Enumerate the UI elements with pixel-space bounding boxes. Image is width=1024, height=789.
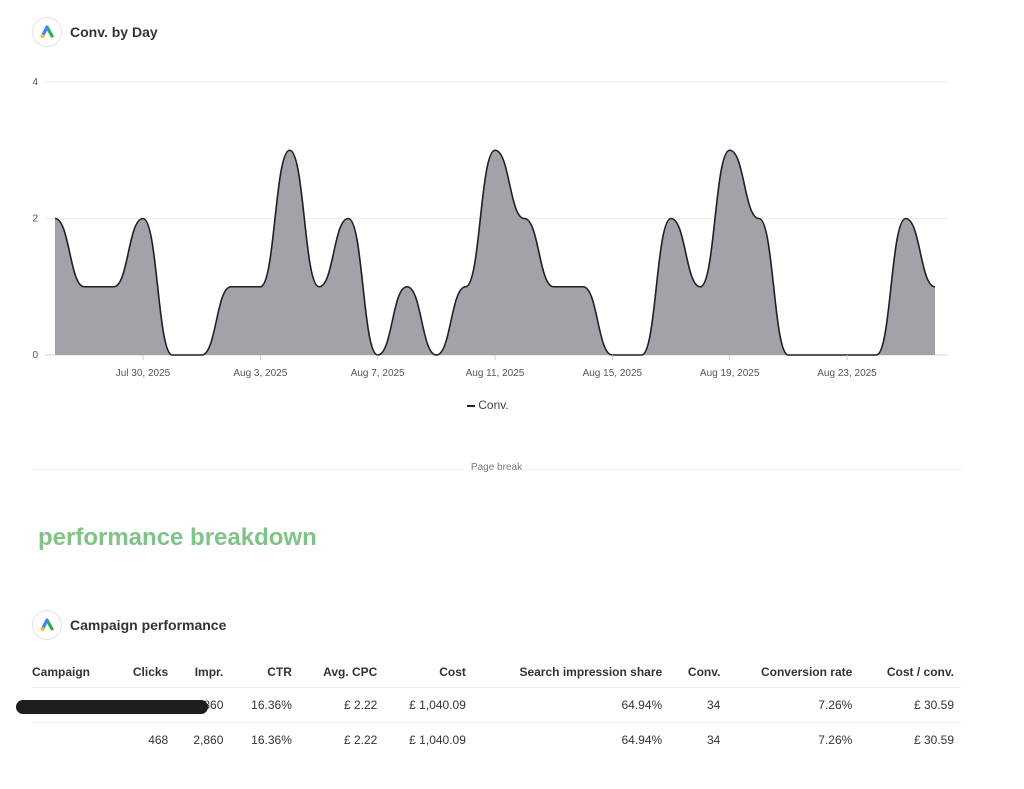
- y-tick-label: 0: [32, 350, 38, 361]
- table-total-row: 468 2,860 16.36% £ 2.22 £ 1,040.09 64.94…: [32, 723, 961, 758]
- google-ads-icon: [32, 17, 62, 47]
- search-impression-share-cell: 64.94%: [621, 733, 663, 747]
- campaign-widget-header: Campaign performance: [32, 610, 226, 640]
- column-header-search-impression-share[interactable]: Search impression share: [472, 657, 670, 688]
- series-area-conv[interactable]: [55, 150, 935, 355]
- conv-by-day-chart: 0 2 4 Jul 30, 2025 Aug 3, 2025 Aug 7, 2025 Au…: [32, 77, 948, 379]
- legend-label: Conv.: [478, 398, 509, 412]
- column-header-avg-cpc[interactable]: Avg. CPC: [298, 657, 385, 688]
- chart-widget-header: Conv. by Day: [32, 17, 158, 47]
- conv-cell: 34: [669, 687, 728, 723]
- cost-cell: £ 1,040.09: [384, 687, 473, 723]
- x-tick-label: Aug 3, 2025: [233, 368, 287, 379]
- column-header-conv[interactable]: Conv.: [669, 657, 728, 688]
- x-tick-label: Aug 11, 2025: [466, 368, 525, 379]
- column-header-cost[interactable]: Cost: [384, 657, 473, 688]
- legend-line-icon: [467, 404, 476, 407]
- campaign-widget-title: Campaign performance: [70, 617, 227, 633]
- series-line-conv[interactable]: [54, 149, 936, 356]
- redacted-campaign-name: [16, 700, 208, 714]
- avg-cpc-cell: £ 2.22: [298, 687, 385, 723]
- page-break-label: Page break: [0, 462, 993, 473]
- table-header-row: Campaign Clicks Impr. CTR Avg. CPC Cost …: [32, 657, 961, 688]
- column-header-campaign[interactable]: Campaign: [32, 657, 114, 688]
- conversion-rate-cell: 7.26%: [818, 733, 853, 747]
- x-tick-label: Aug 15, 2025: [583, 368, 643, 379]
- x-tick-label: Jul 30, 2025: [116, 368, 171, 379]
- x-tick-label: Aug 19, 2025: [700, 368, 760, 379]
- campaign-cell: [32, 723, 113, 758]
- cost-per-conv-cell: £ 30.59: [859, 687, 961, 723]
- cost-per-conv-cell: £ 30.59: [913, 733, 954, 747]
- column-header-impressions[interactable]: Impr.: [175, 657, 231, 688]
- avg-cpc-cell: £ 2.22: [343, 733, 378, 747]
- column-header-ctr[interactable]: CTR: [230, 657, 299, 688]
- ctr-cell: 16.36%: [251, 733, 292, 747]
- y-tick-label: 2: [32, 214, 38, 225]
- clicks-cell: 468: [148, 733, 169, 747]
- cost-cell: £ 1,040.09: [409, 733, 466, 747]
- conversion-rate-cell: 7.26%: [727, 687, 860, 723]
- ctr-cell: 16.36%: [230, 687, 299, 723]
- x-tick-label: Aug 23, 2025: [817, 368, 877, 379]
- section-heading: performance breakdown: [38, 524, 317, 551]
- conv-cell: 34: [707, 733, 721, 747]
- chart-legend[interactable]: Conv.: [0, 398, 976, 412]
- column-header-clicks[interactable]: Clicks: [113, 657, 176, 688]
- column-header-cost-per-conv[interactable]: Cost / conv.: [859, 657, 961, 688]
- impressions-cell: 2,860: [193, 733, 224, 747]
- column-header-conversion-rate[interactable]: Conversion rate: [727, 657, 860, 688]
- chart-title: Conv. by Day: [70, 24, 158, 40]
- x-tick-label: Aug 7, 2025: [351, 368, 405, 379]
- search-impression-share-cell: 64.94%: [472, 687, 670, 723]
- google-ads-icon: [32, 610, 62, 640]
- y-tick-label: 4: [32, 77, 38, 88]
